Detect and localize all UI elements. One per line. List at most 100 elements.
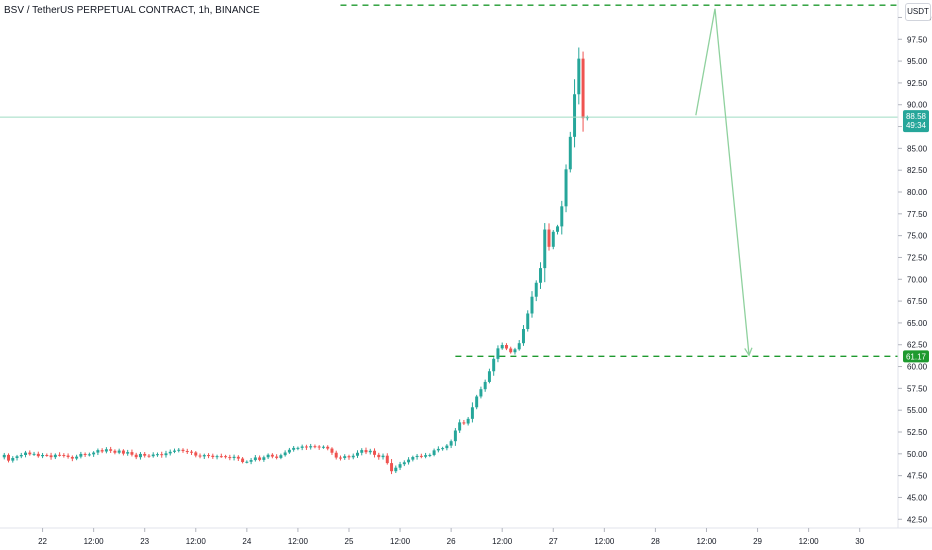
time-tick-label: 12:00 [84,537,105,546]
candle-body [275,456,279,458]
candle-body [62,455,66,457]
candle-body [266,454,270,458]
candle-body [130,452,134,455]
candle-body [215,456,219,458]
price-tick-label: 85.00 [907,144,928,153]
price-tick-label: 70.00 [907,275,928,284]
candle-body [432,450,436,455]
time-tick-label: 12:00 [390,537,411,546]
time-tick-label: 24 [242,537,251,546]
candle-body [147,455,151,457]
candle-body [28,452,32,455]
time-tick-label: 12:00 [288,537,309,546]
candle-body [343,456,347,459]
candles-layer [2,47,589,475]
candle-body [462,422,466,424]
candle-body [24,452,28,455]
candle-body [466,418,470,424]
candle-body [436,448,440,451]
candle-body [530,296,534,314]
candle-body [49,455,53,458]
candle-body [360,450,364,453]
candle-body [283,452,287,456]
candle-body [75,456,79,459]
candle-body [351,455,355,458]
candle-body [407,459,411,463]
candle-body [411,457,415,460]
candle-body [338,457,342,459]
candle-body [385,455,389,464]
candle-body [296,447,300,449]
candle-body [168,451,172,454]
candle-body [428,454,432,456]
time-tick-label: 29 [753,537,762,546]
candle-body [224,456,228,458]
candle-body [585,117,589,119]
candle-body [453,430,457,442]
candle-body [483,381,487,390]
candle-body [381,455,385,458]
candle-body [79,453,83,457]
candle-countdown-label: 49:34 [906,121,927,130]
candle-body [492,358,496,372]
level-price-label: 61.17 [906,352,927,361]
price-axis[interactable]: 100.0097.5095.0092.5090.0087.5085.0082.5… [898,13,932,524]
candle-body [449,441,453,446]
candle-body [313,446,317,448]
candle-body [258,457,262,460]
candle-body [309,446,313,448]
current-price-label: 88.58 [906,112,927,121]
chart-title: BSV / TetherUS PERPETUAL CONTRACT, 1h, B… [4,5,260,16]
time-tick-label: 12:00 [492,537,513,546]
price-tick-label: 77.50 [907,210,928,219]
candle-body [151,454,155,457]
price-tick-label: 65.00 [907,319,928,328]
price-tick-label: 95.00 [907,57,928,66]
candle-body [577,58,581,95]
candle-body [321,446,325,448]
price-tick-label: 47.50 [907,472,928,481]
candle-body [539,268,542,283]
candle-body [36,453,40,457]
candle-body [534,282,538,297]
candle-body [475,396,479,408]
price-tick-label: 80.00 [907,188,928,197]
price-tick-label: 55.00 [907,406,928,415]
currency-unit-button[interactable]: USDT [905,3,931,21]
candle-body [317,446,321,448]
candle-body [236,456,240,459]
price-tick-label: 52.50 [907,428,928,437]
candle-body [390,463,394,472]
candle-body [143,453,147,456]
candle-body [126,452,130,454]
candle-body [521,329,525,344]
candle-body [415,455,419,458]
candle-body [573,94,577,137]
time-axis[interactable]: 22 12:00 23 12:00 24 12:00 25 12:00 26 12:00 27 12:… [38,528,865,546]
candle-body [194,452,198,456]
current-price-badge [903,110,929,133]
candle-body [232,456,236,458]
time-tick-label: 12:00 [696,537,717,546]
candle-body [177,449,181,451]
candle-body [2,454,6,458]
projection-path[interactable] [695,8,750,356]
candle-body [219,456,223,458]
candle-body [185,451,189,453]
candle-body [15,456,19,459]
candle-body [190,451,194,453]
candle-body [134,454,138,458]
candle-body [164,453,168,456]
candle-body [487,371,491,382]
candle-body [581,58,585,119]
candle-body [160,454,164,456]
candle-body [202,455,206,457]
price-tick-label: 92.50 [907,79,928,88]
candle-body [547,229,551,247]
candle-body [377,454,381,458]
candle-body [117,450,121,453]
candle-body [504,345,508,349]
projection-arrowhead [744,347,753,357]
candle-body [564,169,568,207]
